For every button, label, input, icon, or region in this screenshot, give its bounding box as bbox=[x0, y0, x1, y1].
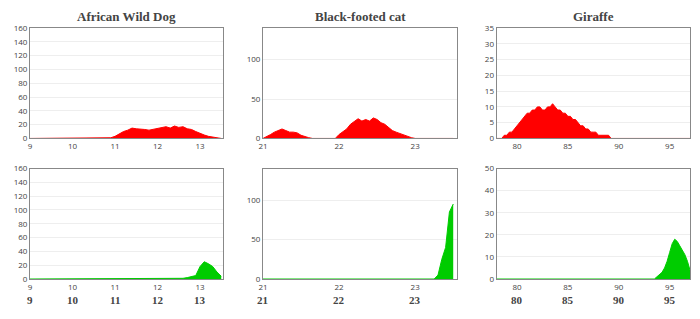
svg-text:11: 11 bbox=[110, 281, 119, 292]
svg-text:20: 20 bbox=[18, 259, 28, 270]
svg-text:80: 80 bbox=[512, 281, 522, 292]
svg-text:21: 21 bbox=[258, 281, 267, 292]
svg-text:Giraffe: Giraffe bbox=[573, 9, 614, 24]
svg-text:12: 12 bbox=[153, 281, 163, 292]
svg-text:10: 10 bbox=[68, 140, 78, 151]
svg-text:0: 0 bbox=[489, 273, 494, 284]
svg-text:90: 90 bbox=[614, 140, 624, 151]
svg-text:0: 0 bbox=[256, 132, 261, 143]
svg-text:25: 25 bbox=[485, 53, 495, 64]
svg-text:100: 100 bbox=[247, 194, 261, 205]
svg-text:12: 12 bbox=[152, 294, 164, 306]
svg-text:12: 12 bbox=[153, 140, 163, 151]
svg-text:9: 9 bbox=[27, 294, 33, 306]
svg-text:60: 60 bbox=[18, 231, 28, 242]
svg-text:100: 100 bbox=[247, 53, 261, 64]
svg-text:10: 10 bbox=[485, 101, 495, 112]
svg-text:60: 60 bbox=[18, 91, 28, 102]
svg-text:13: 13 bbox=[195, 281, 205, 292]
svg-text:95: 95 bbox=[665, 140, 675, 151]
svg-text:40: 40 bbox=[18, 245, 28, 256]
svg-text:85: 85 bbox=[563, 281, 573, 292]
svg-text:20: 20 bbox=[485, 229, 495, 240]
svg-text:5: 5 bbox=[489, 116, 494, 127]
svg-text:35: 35 bbox=[485, 22, 495, 33]
svg-text:140: 140 bbox=[14, 176, 28, 187]
svg-text:85: 85 bbox=[562, 294, 574, 306]
svg-text:11: 11 bbox=[110, 140, 119, 151]
svg-text:9: 9 bbox=[28, 140, 33, 151]
svg-text:0: 0 bbox=[23, 273, 28, 284]
svg-text:15: 15 bbox=[485, 85, 495, 96]
svg-text:30: 30 bbox=[485, 207, 495, 218]
svg-text:160: 160 bbox=[14, 22, 28, 33]
svg-text:80: 80 bbox=[511, 294, 523, 306]
svg-text:20: 20 bbox=[485, 69, 495, 80]
svg-text:120: 120 bbox=[14, 190, 28, 201]
svg-text:23: 23 bbox=[409, 294, 421, 306]
svg-text:80: 80 bbox=[18, 218, 28, 229]
svg-text:80: 80 bbox=[18, 77, 28, 88]
svg-text:40: 40 bbox=[18, 105, 28, 116]
svg-text:0: 0 bbox=[256, 273, 261, 284]
svg-text:50: 50 bbox=[251, 233, 261, 244]
svg-text:13: 13 bbox=[194, 294, 206, 306]
svg-text:90: 90 bbox=[614, 281, 624, 292]
svg-text:160: 160 bbox=[14, 162, 28, 173]
svg-text:21: 21 bbox=[257, 294, 268, 306]
svg-text:140: 140 bbox=[14, 36, 28, 47]
svg-text:African Wild Dog: African Wild Dog bbox=[77, 9, 176, 24]
svg-text:120: 120 bbox=[14, 49, 28, 60]
svg-text:21: 21 bbox=[258, 140, 267, 151]
svg-text:80: 80 bbox=[512, 140, 522, 151]
svg-text:11: 11 bbox=[110, 294, 120, 306]
svg-text:9: 9 bbox=[28, 281, 33, 292]
svg-text:100: 100 bbox=[14, 63, 28, 74]
svg-text:85: 85 bbox=[563, 140, 573, 151]
svg-text:10: 10 bbox=[67, 294, 79, 306]
svg-text:10: 10 bbox=[485, 251, 495, 262]
svg-text:0: 0 bbox=[489, 132, 494, 143]
svg-text:95: 95 bbox=[664, 294, 676, 306]
svg-text:13: 13 bbox=[195, 140, 205, 151]
svg-text:22: 22 bbox=[334, 281, 344, 292]
svg-text:40: 40 bbox=[485, 184, 495, 195]
svg-text:30: 30 bbox=[485, 38, 495, 49]
svg-text:22: 22 bbox=[333, 294, 345, 306]
svg-text:90: 90 bbox=[613, 294, 625, 306]
svg-text:100: 100 bbox=[14, 204, 28, 215]
svg-text:22: 22 bbox=[334, 140, 344, 151]
svg-text:0: 0 bbox=[23, 132, 28, 143]
svg-text:50: 50 bbox=[251, 93, 261, 104]
svg-text:20: 20 bbox=[18, 118, 28, 129]
svg-text:Black-footed cat: Black-footed cat bbox=[315, 9, 406, 24]
svg-text:50: 50 bbox=[485, 162, 495, 173]
svg-text:23: 23 bbox=[411, 140, 421, 151]
svg-text:95: 95 bbox=[665, 281, 675, 292]
svg-text:10: 10 bbox=[68, 281, 78, 292]
svg-text:23: 23 bbox=[411, 281, 421, 292]
